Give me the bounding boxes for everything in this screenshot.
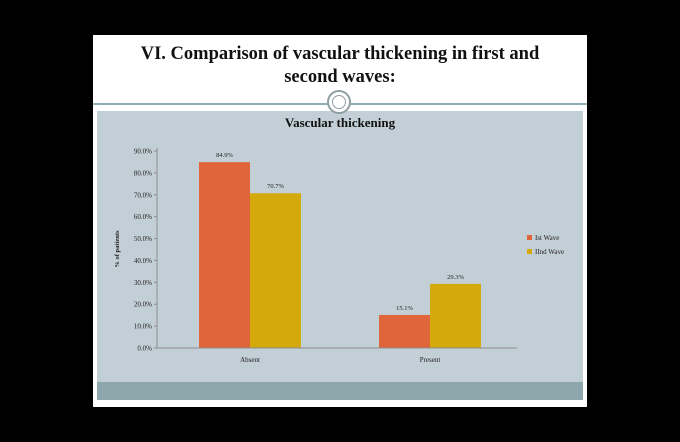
- y-tick-label: 90.0%: [134, 148, 152, 156]
- y-tick-label: 0.0%: [137, 345, 152, 353]
- slide-title: VI. Comparison of vascular thickening in…: [140, 44, 540, 87]
- bar: [199, 162, 250, 348]
- bar-chart: Vascular thickening 0.0% 10.0% 20.0% 30.0% 40…: [114, 115, 564, 364]
- y-tick-label: 60.0%: [134, 213, 152, 221]
- y-axis-label: % of patients: [114, 230, 121, 268]
- legend-swatch: [527, 235, 532, 240]
- y-tick-label: 30.0%: [134, 279, 152, 287]
- data-label: 29.3%: [447, 274, 464, 281]
- slide: VI. Comparison of vascular thickening in…: [93, 35, 587, 407]
- data-label: 84.9%: [216, 152, 233, 159]
- x-tick-label: Present: [420, 356, 441, 364]
- y-tick-label: 10.0%: [134, 323, 152, 331]
- data-label: 15.1%: [396, 305, 413, 312]
- legend-swatch: [527, 249, 532, 254]
- x-tick-label: Absent: [240, 356, 260, 364]
- legend-label: Ist Wave: [535, 234, 559, 242]
- y-tick-label: 40.0%: [134, 257, 152, 265]
- footer-band: [97, 382, 583, 400]
- data-label: 70.7%: [267, 183, 284, 190]
- y-tick-label: 20.0%: [134, 301, 152, 309]
- legend-label: IInd Wave: [535, 248, 564, 256]
- bar: [379, 314, 430, 348]
- bar: [250, 193, 301, 348]
- circle-ornament-icon: [327, 90, 351, 114]
- chart-panel: Vascular thickening 0.0% 10.0% 20.0% 30.0% 40…: [97, 111, 583, 382]
- bar: [430, 283, 481, 348]
- y-tick-label: 80.0%: [134, 169, 152, 177]
- y-tick-label: 50.0%: [134, 235, 152, 243]
- chart-title: Vascular thickening: [285, 115, 396, 130]
- y-tick-label: 70.0%: [134, 191, 152, 199]
